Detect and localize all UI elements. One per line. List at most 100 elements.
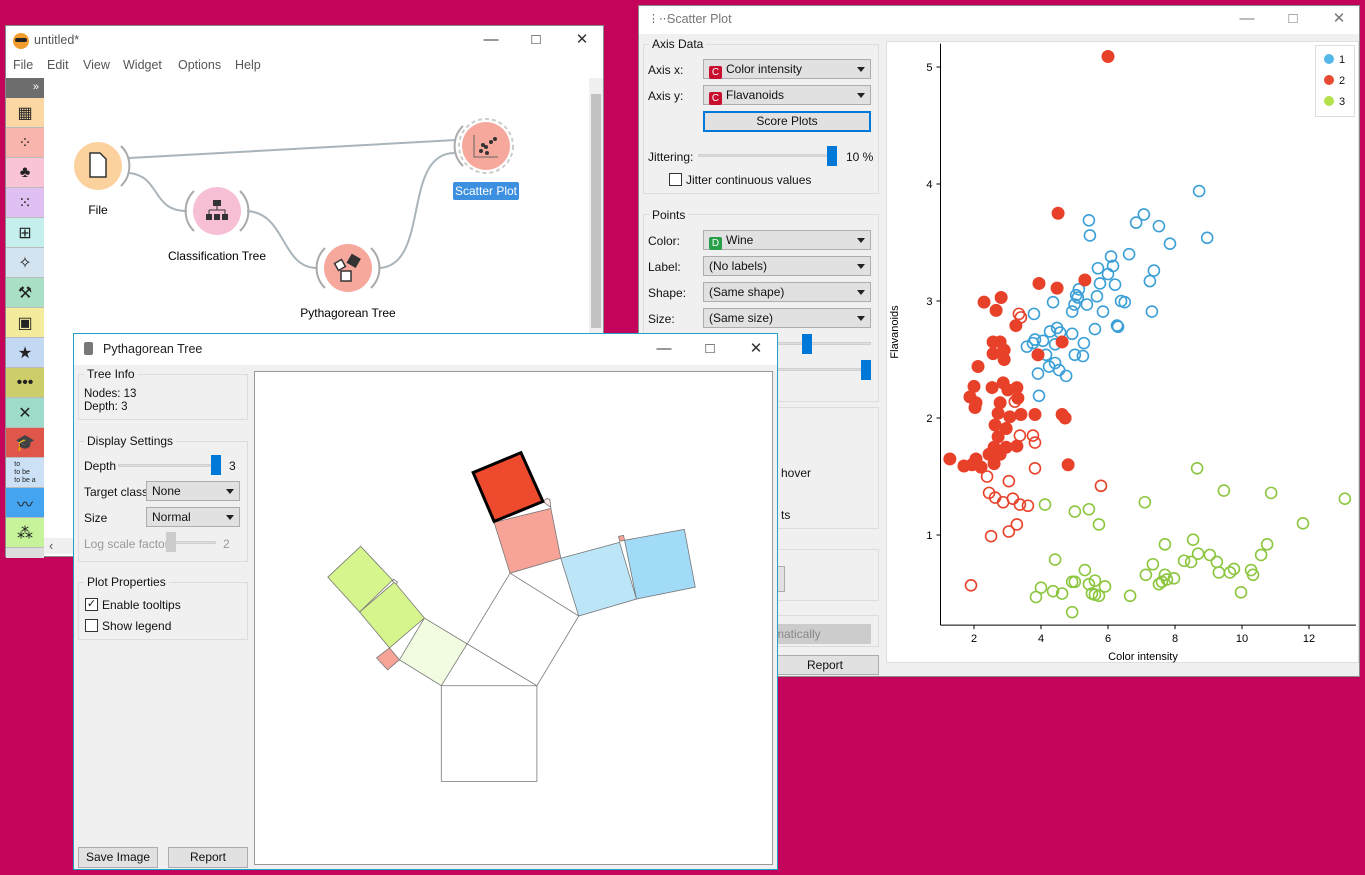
node-file[interactable]: File — [74, 142, 131, 217]
data-point[interactable] — [1027, 307, 1041, 321]
enable-tooltips-checkbox[interactable]: ✓ — [85, 598, 98, 611]
data-point-selected[interactable] — [968, 400, 982, 414]
data-point[interactable] — [1029, 590, 1043, 604]
jittering-slider[interactable] — [698, 154, 836, 157]
toolbar-category-graduation-cap-icon[interactable]: 🎓 — [6, 428, 44, 458]
data-point-selected[interactable] — [1051, 206, 1065, 220]
data-point-selected[interactable] — [1010, 439, 1024, 453]
minimize-button[interactable]: — — [656, 340, 672, 357]
data-point[interactable] — [1167, 571, 1181, 585]
data-point[interactable] — [1026, 429, 1040, 442]
data-point-selected[interactable] — [987, 457, 1001, 471]
close-button[interactable]: ✕ — [575, 31, 589, 48]
data-point-selected[interactable] — [1003, 410, 1017, 424]
data-point-selected[interactable] — [1031, 348, 1045, 362]
size-select[interactable]: (Same size) — [703, 308, 871, 328]
tree-node-root[interactable] — [440, 685, 538, 782]
data-point[interactable] — [1101, 267, 1115, 281]
data-point-selected[interactable] — [991, 406, 1005, 420]
data-point-selected[interactable] — [993, 396, 1007, 410]
toolbar-category-dots-icon[interactable]: ⁂ — [6, 518, 44, 548]
data-point-selected[interactable] — [974, 460, 988, 474]
tree-node[interactable] — [618, 534, 626, 542]
toolbar-category-star-icon[interactable]: ★ — [6, 338, 44, 368]
menu-view[interactable]: View — [83, 58, 110, 72]
data-point[interactable] — [1246, 568, 1260, 582]
data-point[interactable] — [1068, 348, 1082, 362]
data-point[interactable] — [1158, 538, 1172, 551]
data-point[interactable] — [1068, 505, 1082, 518]
data-point[interactable] — [984, 529, 998, 543]
data-point[interactable] — [1122, 247, 1136, 261]
data-point-selected[interactable] — [985, 381, 999, 395]
opacity-handle[interactable] — [861, 360, 871, 380]
data-point[interactable] — [1191, 547, 1205, 561]
show-legend-checkbox[interactable] — [85, 619, 98, 632]
data-point[interactable] — [1147, 264, 1161, 277]
data-point[interactable] — [1184, 555, 1198, 569]
data-point[interactable] — [1048, 356, 1062, 370]
toolbar-category-image-icon[interactable]: ▣ — [6, 308, 44, 338]
data-point[interactable] — [1110, 319, 1124, 332]
data-point[interactable] — [1137, 208, 1151, 221]
axis-x-select[interactable]: C Color intensity — [703, 59, 871, 79]
data-point[interactable] — [1145, 305, 1159, 318]
toolbar-category-cluster-icon[interactable]: ⁙ — [6, 188, 44, 218]
data-point[interactable] — [1092, 589, 1106, 603]
node-classification-tree[interactable]: Classification Tree — [168, 187, 266, 263]
data-point-selected[interactable] — [971, 360, 985, 374]
data-point[interactable] — [1129, 216, 1143, 229]
score-plots-button[interactable]: Score Plots — [703, 111, 871, 132]
data-point[interactable] — [1028, 436, 1042, 449]
data-point-selected[interactable] — [997, 353, 1011, 366]
toolbar-category-sparkle-icon[interactable]: ✧ — [6, 248, 44, 278]
data-point[interactable] — [1028, 333, 1042, 346]
axis-y-select[interactable]: C Flavanoids — [703, 85, 871, 105]
toolbar-category-data-table-icon[interactable]: ▦ — [6, 98, 44, 128]
data-point[interactable] — [1212, 566, 1226, 579]
tree-node[interactable] — [624, 528, 696, 600]
report-button[interactable]: Report — [771, 655, 879, 675]
minimize-button[interactable]: — — [1239, 10, 1255, 27]
data-point[interactable] — [1076, 349, 1090, 363]
data-point[interactable] — [1254, 548, 1268, 562]
data-point[interactable] — [1038, 498, 1052, 511]
data-point[interactable] — [1139, 568, 1153, 582]
data-point[interactable] — [1021, 499, 1035, 513]
toolbar-category-text-icon[interactable]: to to be to be a — [6, 458, 44, 488]
data-point[interactable] — [1090, 290, 1104, 303]
data-point[interactable] — [1217, 484, 1231, 497]
data-point-selected[interactable] — [1032, 276, 1046, 290]
data-point[interactable] — [1046, 584, 1060, 598]
data-point[interactable] — [1264, 486, 1278, 500]
data-point-selected[interactable] — [1101, 49, 1115, 63]
data-point[interactable] — [1092, 518, 1106, 531]
data-point[interactable] — [1002, 525, 1016, 538]
toolbar-category-sequence-icon[interactable]: ••• — [6, 368, 44, 398]
toolbar-category-confusion-matrix-icon[interactable]: ⊞ — [6, 218, 44, 248]
data-point[interactable] — [1072, 283, 1086, 296]
toolbar-category-tree-icon[interactable]: ♣ — [6, 158, 44, 188]
menu-help[interactable]: Help — [235, 58, 261, 72]
data-point[interactable] — [1118, 295, 1132, 309]
tree-node[interactable] — [493, 507, 562, 574]
data-point[interactable] — [1338, 492, 1352, 506]
data-point[interactable] — [1108, 278, 1122, 291]
data-point-selected[interactable] — [989, 303, 1003, 317]
label-select[interactable]: (No labels) — [703, 256, 871, 276]
data-point[interactable] — [1034, 581, 1048, 594]
minimize-button[interactable]: — — [483, 31, 499, 48]
depth-slider[interactable] — [118, 464, 221, 467]
data-point[interactable] — [1098, 580, 1112, 593]
target-class-select[interactable]: None — [146, 481, 240, 501]
data-point[interactable] — [1200, 231, 1214, 245]
data-point[interactable] — [1065, 605, 1079, 619]
data-point[interactable] — [1093, 277, 1107, 290]
data-point-selected[interactable] — [988, 418, 1002, 432]
data-point[interactable] — [1032, 389, 1046, 403]
data-point[interactable] — [1043, 325, 1057, 338]
data-point[interactable] — [1104, 250, 1118, 263]
tree-node[interactable] — [327, 545, 394, 613]
toolbar-category-worker-icon[interactable]: ⚒ — [6, 278, 44, 308]
